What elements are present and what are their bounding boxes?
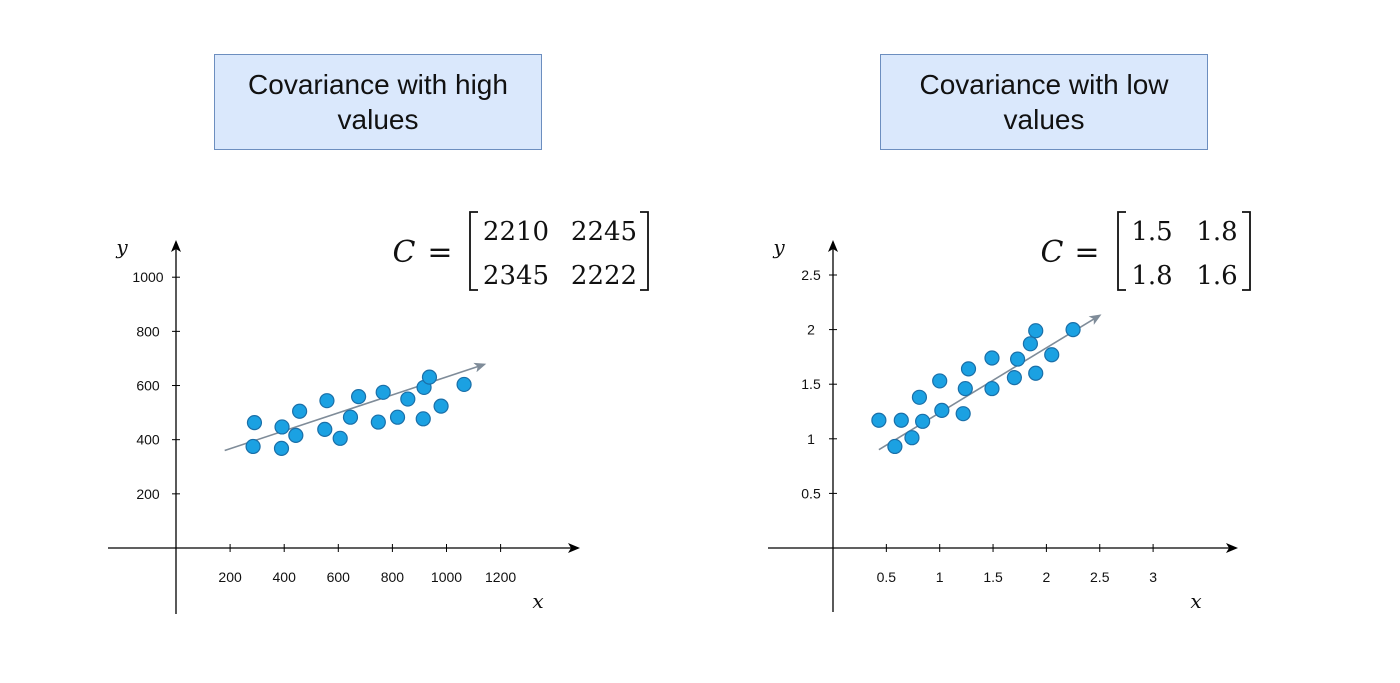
y-tick-label: 600: [136, 378, 160, 394]
matrix-entry: 1.6: [1196, 261, 1237, 291]
data-point: [904, 430, 920, 446]
matrix-right-bracket: [640, 211, 649, 291]
data-point: [871, 412, 887, 428]
data-point: [342, 409, 359, 425]
data-point: [288, 427, 304, 443]
matrix-equals: =: [427, 235, 452, 270]
x-tick-label: 1: [936, 569, 944, 585]
data-point: [887, 438, 903, 455]
y-tick-label: 1: [807, 431, 815, 447]
matrix-right-bracket: [1242, 211, 1251, 291]
y-tick-label: 1000: [132, 269, 163, 285]
x-tick-label: 1200: [485, 569, 516, 585]
matrix-entry: 2245: [571, 217, 637, 247]
matrix-entry: 1.8: [1131, 261, 1172, 291]
y-tick-label: 1.5: [801, 376, 821, 392]
data-point: [934, 402, 950, 419]
data-point: [915, 413, 931, 429]
data-point: [1028, 365, 1044, 381]
data-point: [332, 430, 348, 446]
y-tick-label: 200: [136, 486, 160, 502]
data-point: [932, 373, 948, 389]
x-tick-label: 2: [1043, 569, 1051, 585]
data-point: [375, 384, 391, 400]
x-tick-label: 200: [218, 569, 242, 585]
x-tick-label: 800: [381, 569, 405, 585]
matrix-entry: 1.8: [1196, 217, 1237, 247]
data-point: [893, 412, 909, 428]
data-point: [955, 406, 971, 422]
data-point: [370, 414, 386, 430]
matrix-entry: 2345: [483, 261, 549, 291]
data-point: [350, 389, 367, 405]
y-tick-label: 2.5: [801, 267, 821, 283]
data-point: [421, 369, 438, 385]
y-tick-label: 0.5: [801, 485, 821, 501]
x-tick-label: 1.5: [983, 569, 1003, 585]
data-point: [274, 419, 290, 435]
x-axis-label: x: [1190, 589, 1201, 613]
data-point: [1006, 370, 1022, 386]
matrix-entry: 2222: [571, 261, 637, 291]
x-tick-label: 400: [273, 569, 297, 585]
matrix-entry: 1.5: [1131, 217, 1172, 247]
data-point: [1065, 322, 1081, 338]
data-point: [245, 438, 261, 455]
data-point: [433, 398, 449, 414]
matrix-left-bracket: [1117, 211, 1126, 291]
data-point: [960, 361, 977, 377]
data-point: [456, 376, 472, 393]
data-point: [389, 409, 406, 425]
matrix-symbol: C: [1041, 235, 1064, 270]
y-axis-label: y: [115, 235, 128, 259]
data-point: [984, 350, 1000, 366]
data-point: [273, 440, 290, 456]
x-tick-label: 1000: [431, 569, 462, 585]
data-point: [984, 380, 1000, 397]
x-tick-label: 2.5: [1090, 569, 1110, 585]
data-point: [319, 393, 335, 409]
chart-low-covariance: 0.5 1 1.5 2 2.5 3 0.5 1 1.5 2 2.5 y x C = 1.5 1.8 1.8 1.6: [768, 211, 1251, 613]
x-tick-label: 3: [1149, 569, 1157, 585]
data-point: [292, 403, 308, 419]
y-tick-label: 800: [136, 323, 160, 339]
y-tick-label: 2: [807, 322, 815, 338]
data-point: [1028, 323, 1044, 339]
data-point: [1022, 336, 1038, 352]
chart-title-low: Covariance with low values: [880, 54, 1208, 150]
data-point: [317, 421, 333, 437]
data-point: [957, 380, 973, 397]
data-point: [400, 391, 416, 407]
trend-arrow: [224, 362, 487, 452]
data-point: [1044, 347, 1060, 363]
y-tick-label: 400: [136, 432, 160, 448]
matrix-equals: =: [1074, 235, 1099, 270]
matrix-left-bracket: [469, 211, 478, 291]
matrix-symbol: C: [393, 235, 416, 270]
y-axis-label: y: [772, 235, 785, 259]
data-point: [1009, 351, 1026, 367]
matrix-entry: 2210: [483, 217, 549, 247]
x-tick-label: 0.5: [877, 569, 897, 585]
x-axis-label: x: [532, 589, 543, 613]
chart-title-high: Covariance with high values: [214, 54, 542, 150]
data-point: [911, 389, 928, 405]
data-point: [415, 411, 431, 427]
x-tick-label: 600: [327, 569, 351, 585]
data-point: [246, 415, 263, 431]
